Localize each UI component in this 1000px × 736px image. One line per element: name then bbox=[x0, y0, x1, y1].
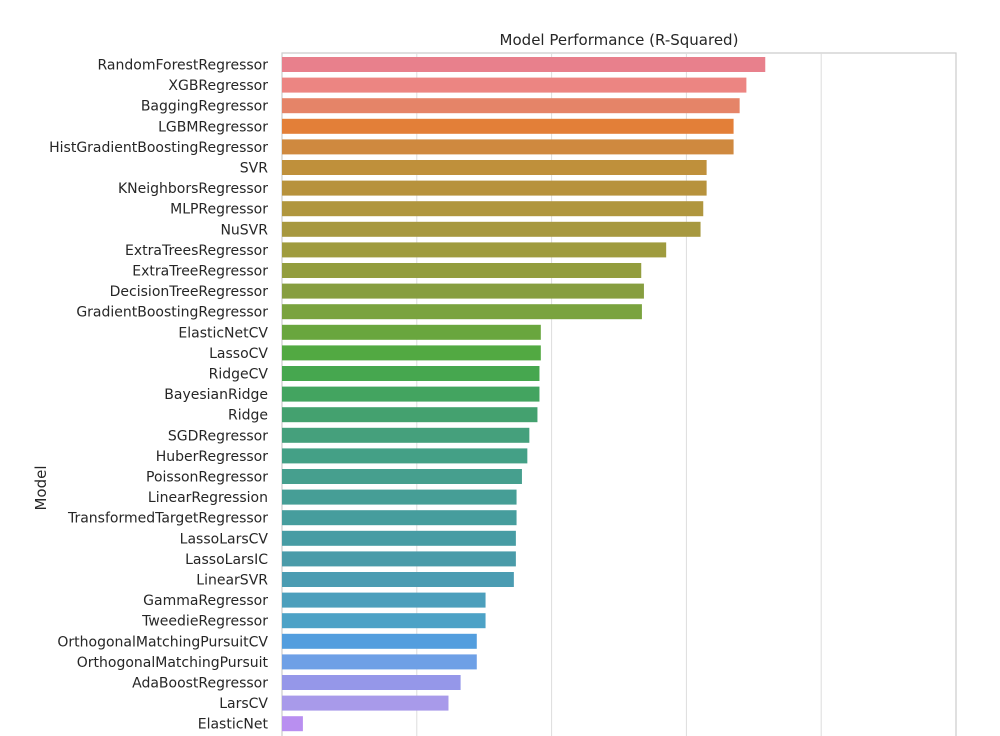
bar-LinearSVR bbox=[282, 572, 514, 587]
bar-LassoLarsIC bbox=[282, 551, 516, 567]
bar-LGBMRegressor bbox=[282, 118, 734, 134]
bar-TransformedTargetRegressor bbox=[282, 510, 517, 526]
ytick-labels: RandomForestRegressor XGBRegressor Bagging… bbox=[49, 58, 268, 733]
bar-AdaBoostRegressor bbox=[282, 675, 461, 690]
bar-BaggingRegressor bbox=[282, 98, 740, 114]
bar-ElasticNet bbox=[282, 716, 303, 732]
ytick-label: GradientBoostingRegressor bbox=[76, 305, 268, 321]
ytick-label: TransformedTargetRegressor bbox=[67, 511, 268, 527]
ytick-label: AdaBoostRegressor bbox=[132, 676, 268, 692]
bar-SVR bbox=[282, 160, 707, 175]
ytick-label: DecisionTreeRegressor bbox=[110, 284, 269, 300]
ytick-label: LarsCV bbox=[219, 696, 268, 712]
ytick-label: SVR bbox=[240, 161, 268, 177]
bar-BayesianRidge bbox=[282, 386, 540, 402]
bar-OrthogonalMatchingPursuitCV bbox=[282, 633, 477, 649]
ytick-label: KNeighborsRegressor bbox=[118, 181, 268, 197]
bar-XGBRegressor bbox=[282, 77, 747, 93]
bar-RidgeCV bbox=[282, 366, 540, 381]
ytick-label: NuSVR bbox=[220, 222, 268, 238]
bar-GammaRegressor bbox=[282, 592, 486, 608]
bar-HistGradientBoostingRegressor bbox=[282, 139, 734, 155]
bar-LassoLarsCV bbox=[282, 530, 516, 546]
ytick-label: LinearSVR bbox=[196, 573, 268, 589]
bar-LarsCV bbox=[282, 695, 449, 711]
bar-ElasticNetCV bbox=[282, 324, 541, 340]
ytick-label: LassoLarsCV bbox=[180, 531, 269, 547]
chart-title: Model Performance (R-Squared) bbox=[500, 31, 739, 49]
bar-GradientBoostingRegressor bbox=[282, 304, 642, 320]
bar-OrthogonalMatchingPursuit bbox=[282, 654, 477, 670]
ytick-label: HuberRegressor bbox=[156, 449, 268, 465]
ytick-label: GammaRegressor bbox=[143, 593, 268, 609]
ytick-label: PoissonRegressor bbox=[146, 470, 268, 486]
ytick-label: BayesianRidge bbox=[164, 387, 268, 403]
ytick-label: MLPRegressor bbox=[170, 202, 268, 218]
bar-PoissonRegressor bbox=[282, 469, 522, 484]
ytick-label: ExtraTreesRegressor bbox=[125, 243, 268, 259]
ytick-label: OrthogonalMatchingPursuit bbox=[77, 655, 269, 671]
ytick-label: LinearRegression bbox=[148, 490, 268, 506]
ytick-label: ElasticNetCV bbox=[178, 325, 268, 341]
ytick-label: XGBRegressor bbox=[168, 78, 268, 94]
bar-DecisionTreeRegressor bbox=[282, 283, 644, 299]
bar-TweedieRegressor bbox=[282, 613, 486, 629]
ytick-label: Ridge bbox=[228, 408, 268, 424]
ytick-label: BaggingRegressor bbox=[141, 99, 268, 115]
bar-LassoCV bbox=[282, 345, 541, 361]
ytick-label: LassoCV bbox=[209, 346, 268, 362]
y-axis-label: Model bbox=[32, 465, 50, 510]
bar-MLPRegressor bbox=[282, 201, 704, 217]
bar-KNeighborsRegressor bbox=[282, 180, 707, 196]
bar-ExtraTreeRegressor bbox=[282, 263, 642, 278]
ytick-label: TweedieRegressor bbox=[141, 614, 268, 630]
ytick-label: LassoLarsIC bbox=[185, 552, 268, 568]
ytick-label: RidgeCV bbox=[209, 367, 269, 383]
bar-Ridge bbox=[282, 407, 538, 423]
ytick-label: ElasticNet bbox=[198, 717, 269, 733]
ytick-label: LGBMRegressor bbox=[158, 119, 268, 135]
bars-layer bbox=[282, 57, 766, 732]
ytick-label: SGDRegressor bbox=[168, 428, 268, 444]
bar-RandomForestRegressor bbox=[282, 57, 766, 72]
bar-LinearRegression bbox=[282, 489, 517, 505]
ytick-label: RandomForestRegressor bbox=[98, 58, 269, 74]
ytick-label: OrthogonalMatchingPursuitCV bbox=[57, 634, 268, 650]
bar-HuberRegressor bbox=[282, 448, 528, 464]
bar-NuSVR bbox=[282, 221, 701, 237]
bar-ExtraTreesRegressor bbox=[282, 242, 667, 258]
bar-SGDRegressor bbox=[282, 427, 530, 443]
ytick-label: ExtraTreeRegressor bbox=[132, 264, 268, 280]
ytick-label: HistGradientBoostingRegressor bbox=[49, 140, 268, 156]
